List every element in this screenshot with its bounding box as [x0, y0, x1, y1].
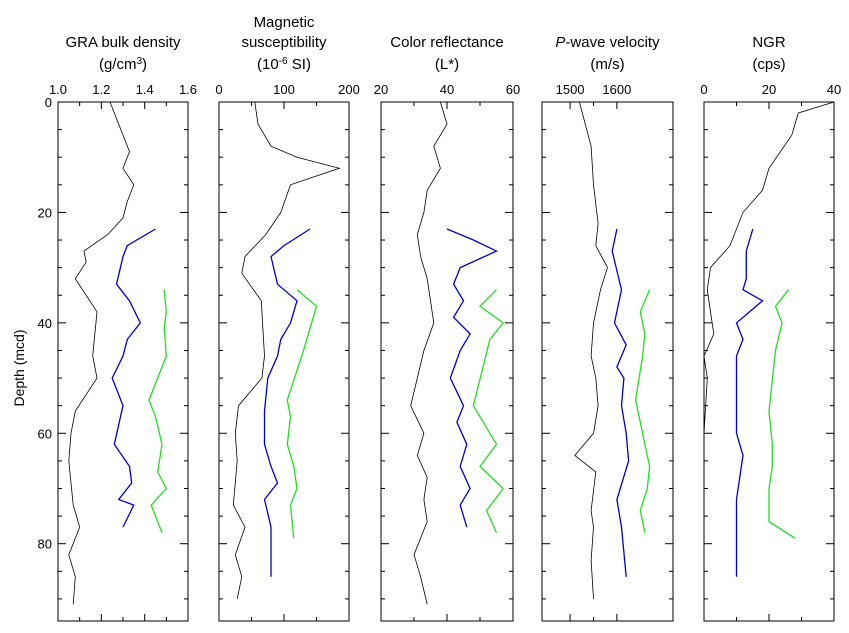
x-tick-label: 200: [338, 82, 360, 97]
panel-frame: [218, 101, 350, 622]
y-tick-label: 20: [38, 205, 52, 220]
x-tick-label: 1.0: [49, 82, 67, 97]
x-tick-label: 1.6: [179, 82, 197, 97]
panel-title: GRA bulk density: [65, 34, 181, 51]
panel-title-part: (cps): [752, 56, 785, 73]
x-tick-label: 60: [506, 82, 520, 97]
panel-frame: [57, 101, 189, 622]
panel-title-part: susceptibility: [241, 34, 327, 51]
panel-title: susceptibility: [241, 34, 327, 51]
panel-title: (10-6 SI): [257, 56, 311, 74]
series-line: [286, 289, 318, 539]
panel-title-part: (g/cm: [99, 56, 137, 73]
x-tick-label: 1.4: [136, 82, 154, 97]
panel-title-part: (10: [257, 56, 279, 73]
panel-title: Magnetic: [254, 14, 315, 31]
x-tick-label: 1.2: [92, 82, 110, 97]
panel-title-part: 3: [136, 56, 142, 67]
x-tick-label: 1500: [556, 82, 585, 97]
series-line: [148, 289, 168, 533]
panel-frame: [703, 101, 835, 622]
panel-title: NGR: [752, 34, 786, 51]
series-line: [263, 228, 311, 577]
x-tick-label: 0: [700, 82, 707, 97]
series-line: [735, 228, 764, 577]
y-tick-label: 0: [45, 95, 52, 110]
panel-axes: 1.0 1.2 1.4 1.6 0 100 200 20 40 60 1500 1600 0 20 40 0 2…: [38, 82, 841, 622]
x-tick-label: 0: [215, 82, 222, 97]
panel-title-part: ): [142, 56, 147, 73]
panel-title: (m/s): [590, 56, 624, 73]
panel-title: (cps): [752, 56, 785, 73]
panel-frame: [541, 101, 674, 622]
series-line: [410, 101, 448, 605]
x-tick-label: 100: [273, 82, 295, 97]
panel-frame: [380, 101, 514, 622]
series-line: [703, 101, 835, 599]
panel-title-part: -wave velocity: [565, 34, 660, 51]
series-line: [634, 289, 651, 533]
panel-title: (g/cm3): [99, 56, 147, 74]
panel-title-part: SI): [288, 56, 311, 73]
x-tick-label: 1600: [602, 82, 631, 97]
panel-title: (L*): [435, 56, 459, 73]
series-line: [768, 289, 796, 539]
series-line: [111, 228, 156, 528]
panel-title-part: -6: [279, 56, 288, 67]
panel-title-part: GRA bulk density: [65, 34, 181, 51]
panel-title: Color reflectance: [390, 34, 503, 51]
y-axis-label: Depth (mcd): [11, 329, 27, 406]
series-line: [611, 228, 630, 577]
series-line: [574, 101, 608, 599]
panel-title-part: Magnetic: [254, 14, 315, 31]
series-line: [472, 289, 505, 533]
y-tick-label: 80: [38, 537, 52, 552]
series-line: [446, 228, 499, 528]
panel-title-part: (L*): [435, 56, 459, 73]
y-tick-label: 40: [38, 316, 52, 331]
y-tick-label: 60: [38, 426, 52, 441]
series-line: [68, 101, 135, 605]
panel-title-part: (m/s): [590, 56, 624, 73]
panel-titles: GRA bulk density (g/cm3) Magnetic susceptib…: [65, 14, 785, 73]
x-tick-label: 40: [827, 82, 841, 97]
data-series: [68, 101, 835, 605]
x-tick-label: 40: [440, 82, 454, 97]
panel-title-part: NGR: [752, 34, 786, 51]
panel-title: P-wave velocity: [555, 34, 660, 51]
panel-title-part: Color reflectance: [390, 34, 503, 51]
x-tick-label: 20: [762, 82, 776, 97]
x-tick-label: 20: [374, 82, 388, 97]
panel-title-part: P: [555, 34, 565, 51]
series-line: [232, 101, 341, 599]
